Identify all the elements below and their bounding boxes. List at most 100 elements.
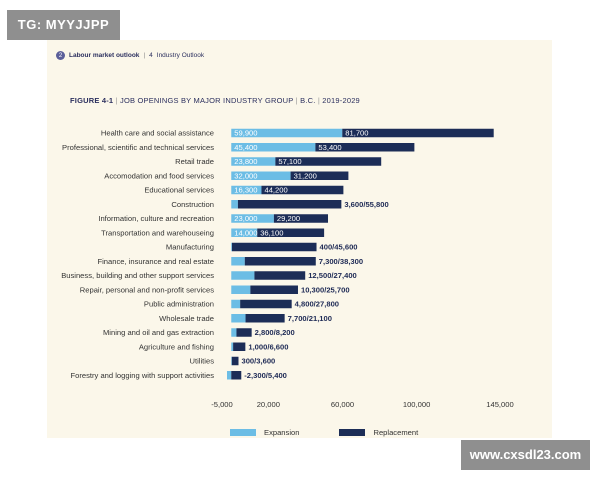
data-label-expansion: 45,400 [234,143,257,152]
category-label: Educational services [144,186,214,195]
data-label-combined: 2,800/8,200 [255,328,295,337]
bar-replacement [250,285,298,294]
data-label-expansion: 14,000 [234,228,257,237]
data-label-combined: 4,800/27,800 [295,300,339,309]
data-label-combined: 300/3,600 [241,357,275,366]
bar-expansion [231,214,274,223]
category-label: Information, culture and recreation [98,214,214,223]
data-label-replacement: 44,200 [264,186,287,195]
bar-replacement [244,257,316,266]
x-tick-label: 145,000 [486,400,513,409]
figure-title: FIGURE 4-1 | JOB OPENINGS BY MAJOR INDUS… [70,96,360,105]
category-label: Public administration [144,300,214,309]
chart-legend: Expansion Replacement [230,428,418,437]
data-label-expansion: 59,900 [234,129,257,138]
data-label-replacement: 31,200 [294,171,317,180]
watermark-bottom-right: www.cxsdl23.com [461,440,590,470]
data-label-expansion: 23,000 [234,214,257,223]
bar-expansion [231,228,258,237]
bar-replacement [342,128,494,138]
data-label-expansion: 32,000 [234,171,257,180]
category-label: Mining and oil and gas extraction [103,328,214,337]
data-label-combined: 400/45,600 [320,243,358,252]
data-label-replacement: 57,100 [278,157,301,166]
data-label-combined: 1,000/6,600 [248,342,288,351]
bar-replacement [315,143,415,152]
bar-replacement [231,356,239,366]
bar-expansion [231,143,316,152]
data-label-combined: 7,300/38,300 [319,257,363,266]
category-label: Business, building and other support ser… [61,271,214,280]
bar-expansion [231,171,291,180]
bar-replacement [237,200,342,209]
bar-replacement [232,242,317,252]
x-tick-label: -5,000 [211,400,233,409]
data-label-combined: -2,300/5,400 [244,371,287,380]
data-label-replacement: 36,100 [260,228,283,237]
bar-replacement [254,271,306,280]
bar-replacement [231,371,242,380]
bar-replacement [261,185,344,195]
bar-expansion [231,200,238,209]
page-badge: 2 [56,51,65,60]
data-label-replacement: 81,700 [345,129,368,138]
figure-title-text: JOB OPENINGS BY MAJOR INDUSTRY GROUP [120,96,294,105]
bar-expansion [231,285,251,294]
bar-expansion [231,257,245,266]
category-label: Forestry and logging with support activi… [70,371,214,380]
bar-expansion [227,371,232,380]
bar-replacement [273,214,329,223]
category-label: Construction [171,200,214,209]
data-label-expansion: 23,800 [234,157,257,166]
bar-expansion [231,128,343,138]
bar-replacement [233,342,246,351]
data-label-expansion: 16,300 [234,186,257,195]
bar-expansion [231,157,276,166]
header-separator: | [143,52,146,59]
category-label: Professional, scientific and technical s… [62,143,214,152]
category-label: Agriculture and fishing [139,342,214,351]
figure-region: B.C. [300,96,316,105]
data-label-replacement: 53,400 [318,143,341,152]
category-label: Transportation and warehouseing [101,228,214,237]
subsection-title: Industry Outlook [156,52,205,59]
legend-label-replacement: Replacement [373,428,419,437]
bar-expansion [231,299,241,309]
page-header: 2 Labour market outlook | 4 Industry Out… [56,51,204,60]
data-label-combined: 7,700/21,100 [288,314,332,323]
bar-expansion [231,185,262,195]
bar-expansion [231,342,234,351]
category-label: Retail trade [175,157,214,166]
bar-expansion [231,271,255,280]
bar-expansion [231,242,233,252]
bar-replacement [275,157,382,166]
bar-expansion [231,314,246,323]
bar-replacement [245,314,285,323]
data-label-replacement: 29,200 [277,214,300,223]
figure-panel [47,40,552,438]
category-label: Repair, personal and non-profit services [80,285,214,294]
bar-replacement [236,328,252,337]
bar-replacement [290,171,349,180]
page-number: 4 [149,52,153,59]
bar-expansion [231,328,237,337]
category-label: Health care and social assistance [101,129,214,138]
legend-swatch-replacement [339,429,366,436]
x-tick-label: 20,000 [257,400,280,409]
legend-item-expansion: Expansion [230,428,299,437]
data-label-combined: 10,300/25,700 [301,285,350,294]
category-label: Wholesale trade [159,314,214,323]
x-tick-label: 100,000 [403,400,430,409]
category-label: Finance, insurance and real estate [97,257,214,266]
figure-label: FIGURE 4-1 [70,96,114,105]
legend-label-expansion: Expansion [264,428,300,437]
category-label: Utilities [190,357,215,366]
watermark-top-left: TG: MYYJJPP [7,10,120,40]
x-tick-label: 60,000 [331,400,354,409]
bar-replacement [257,228,325,237]
data-label-combined: 3,600/55,800 [344,200,388,209]
figure-years: 2019-2029 [322,96,360,105]
bar-replacement [240,299,292,309]
category-label: Manufacturing [166,243,214,252]
